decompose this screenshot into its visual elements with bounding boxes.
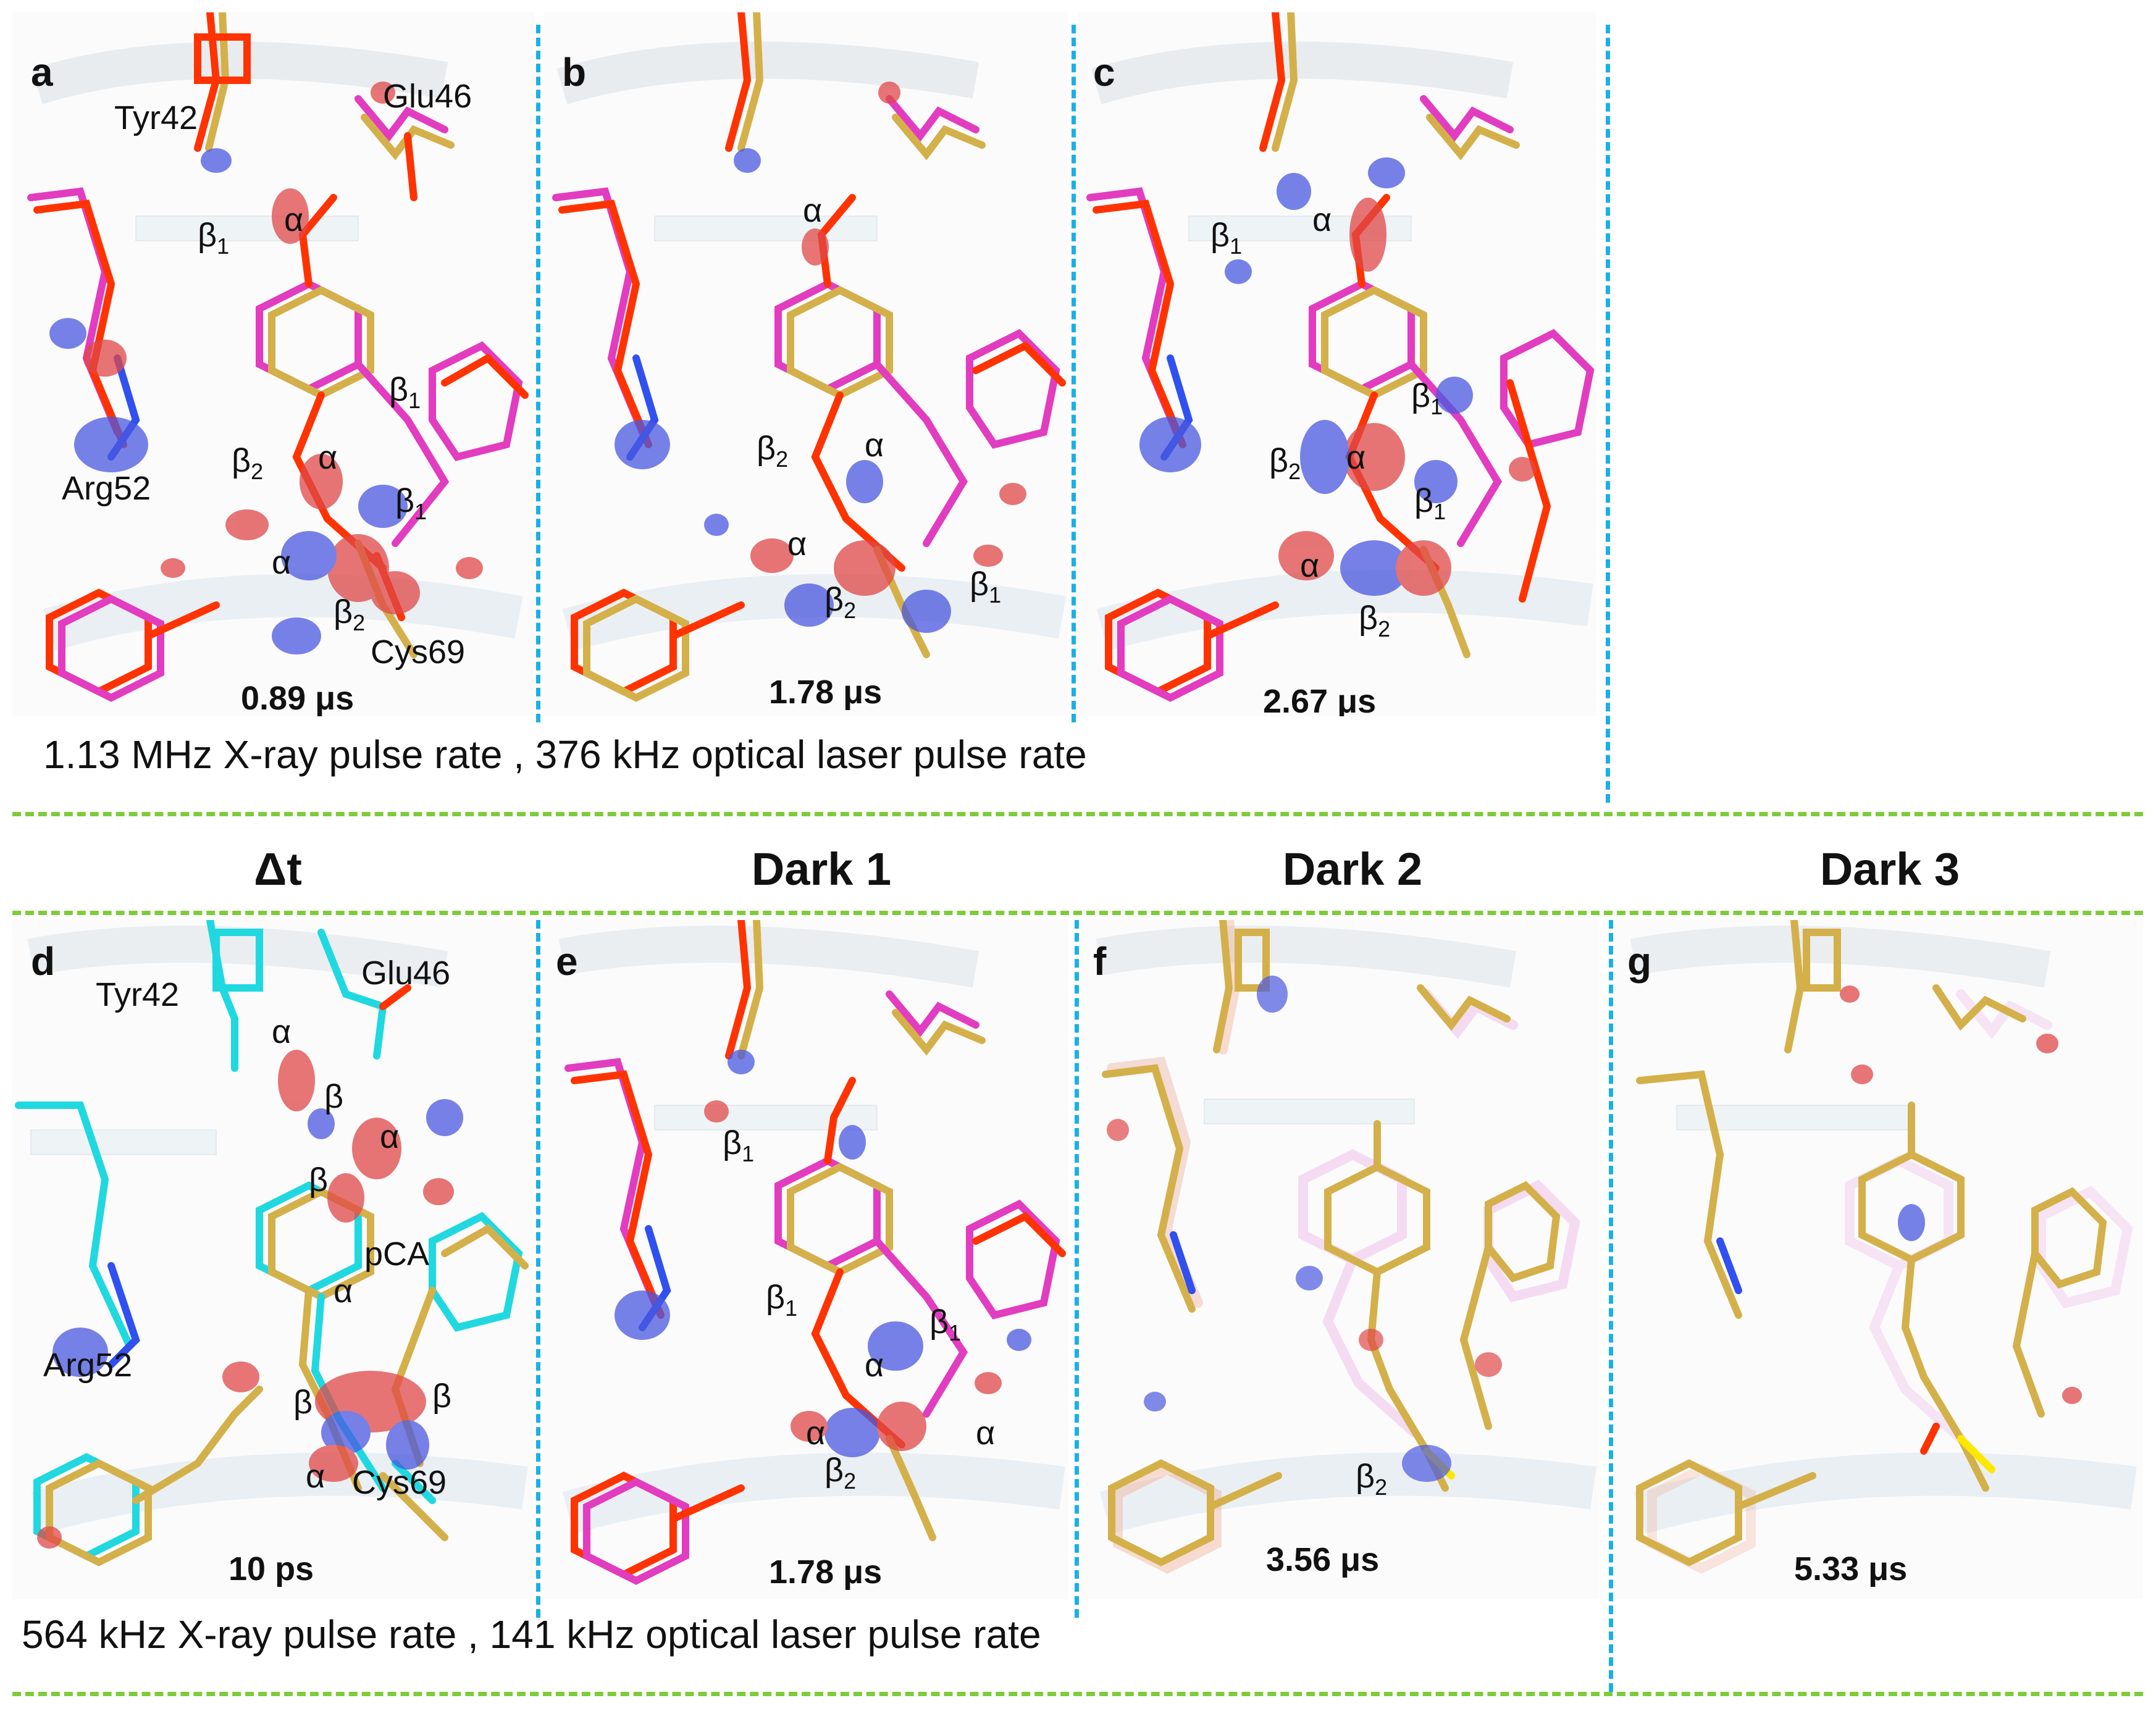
- panel-a-structure: [27, 12, 529, 702]
- greek-label: β1: [198, 217, 230, 259]
- greek-label: β2: [824, 1452, 857, 1494]
- residue-label-cys69: Cys69: [371, 634, 466, 671]
- greek-label: α: [865, 427, 884, 464]
- residue-label-tyr42: Tyr42: [114, 99, 198, 136]
- greek-label: α: [272, 544, 292, 581]
- separator-vertical-1: [536, 25, 540, 722]
- greek-label: β1: [929, 1303, 962, 1345]
- time-label: 2.67 μs: [1263, 683, 1377, 716]
- panel-g: g 5.33 μs: [1615, 920, 2143, 1599]
- greek-label: β1: [1210, 217, 1243, 259]
- separator-vertical-3: [1606, 25, 1610, 803]
- greek-label: β2: [333, 593, 366, 635]
- time-label: 3.56 μs: [1266, 1541, 1380, 1578]
- panel-f-structure: [1096, 920, 1596, 1574]
- greek-label: α: [787, 525, 807, 563]
- greek-label: β2: [1359, 600, 1391, 642]
- panel-d: d Tyr42 Glu46 Arg52 Cys69 pCA α β α β α …: [12, 920, 534, 1599]
- panel-letter: c: [1093, 50, 1115, 94]
- greek-label: α: [1346, 439, 1366, 476]
- residue-label-arg52: Arg52: [43, 1347, 133, 1384]
- greek-label: β1: [766, 1279, 798, 1321]
- greek-label: α: [1300, 547, 1320, 584]
- panel-letter: e: [556, 939, 578, 984]
- separator-vertical-5: [1075, 920, 1079, 1618]
- greek-label: β: [309, 1161, 329, 1198]
- time-label: 0.89 μs: [241, 680, 354, 716]
- greek-label: β: [293, 1384, 313, 1421]
- pca-label: pCA: [364, 1236, 430, 1273]
- greek-label: α: [1312, 201, 1332, 238]
- panel-e: e β1 β1 β1 α α α β2 1.78 μs: [543, 920, 1068, 1599]
- panel-letter: g: [1627, 939, 1652, 984]
- panel-letter: d: [31, 939, 56, 984]
- residue-label-tyr42: Tyr42: [96, 976, 180, 1013]
- greek-label: α: [333, 1273, 353, 1310]
- residue-label-arg52: Arg52: [62, 470, 151, 507]
- greek-label: α: [284, 201, 304, 238]
- panel-d-structure: [15, 920, 529, 1566]
- greek-label: β1: [970, 566, 1002, 608]
- header-delta-t: Δt: [254, 843, 302, 895]
- separator-horizontal-1: [12, 812, 2143, 816]
- top-caption: 1.13 MHz X-ray pulse rate , 376 kHz opti…: [43, 732, 1087, 777]
- panel-g-structure: [1630, 920, 2137, 1574]
- time-label: 1.78 μs: [769, 674, 883, 711]
- greek-label: α: [306, 1458, 325, 1495]
- panel-e-structure: [558, 920, 1066, 1585]
- separator-horizontal-3: [12, 1692, 2143, 1696]
- greek-label: β1: [389, 371, 421, 413]
- panel-letter: f: [1093, 939, 1107, 984]
- greek-label: β2: [824, 581, 857, 623]
- panel-a: a Tyr42 Glu46 Arg52 Cys69 β1 α β1 β2 α β…: [12, 12, 534, 716]
- greek-label: β: [324, 1078, 344, 1115]
- panel-c: c β1 α β1 β2 α β1 α β2 2.67 μs: [1078, 12, 1596, 716]
- residue-label-glu46: Glu46: [383, 78, 472, 115]
- greek-label: β1: [395, 482, 427, 524]
- time-label: 1.78 μs: [769, 1554, 883, 1591]
- residue-label-glu46: Glu46: [361, 955, 451, 992]
- greek-label: α: [806, 1415, 826, 1452]
- greek-label: α: [803, 192, 823, 229]
- greek-label: β2: [757, 430, 789, 472]
- greek-label: α: [318, 439, 338, 476]
- time-label: 5.33 μs: [1794, 1550, 1908, 1587]
- header-dark-3: Dark 3: [1819, 843, 1960, 895]
- greek-label: α: [272, 1013, 292, 1050]
- bottom-caption: 564 kHz X-ray pulse rate , 141 kHz optic…: [22, 1612, 1041, 1657]
- greek-label: α: [976, 1415, 996, 1452]
- panel-f: f β2 3.56 μs: [1081, 920, 1600, 1599]
- greek-label: β2: [232, 442, 264, 484]
- greek-label: β1: [1414, 482, 1446, 524]
- header-dark-2: Dark 2: [1282, 843, 1423, 895]
- panel-b: b α β2 α α β2 β1 1.78 μs: [543, 12, 1068, 716]
- greek-label: β2: [1269, 442, 1301, 484]
- separator-vertical-4: [536, 920, 540, 1618]
- separator-vertical-2: [1072, 25, 1076, 722]
- greek-label: α: [865, 1347, 884, 1384]
- header-dark-1: Dark 1: [751, 843, 892, 895]
- panel-letter: b: [562, 50, 587, 94]
- greek-label: β1: [1411, 377, 1443, 419]
- greek-label: α: [380, 1118, 400, 1155]
- panel-b-structure: [552, 12, 1067, 702]
- greek-label: β: [432, 1378, 452, 1415]
- greek-label: β1: [723, 1124, 755, 1166]
- separator-horizontal-2: [12, 911, 2143, 915]
- panel-letter: a: [31, 50, 53, 94]
- greek-label: β2: [1356, 1458, 1388, 1500]
- residue-label-cys69: Cys69: [352, 1464, 447, 1501]
- time-label: 10 ps: [229, 1550, 314, 1587]
- panel-c-structure: [1086, 12, 1595, 702]
- separator-vertical-6: [1609, 920, 1613, 1692]
